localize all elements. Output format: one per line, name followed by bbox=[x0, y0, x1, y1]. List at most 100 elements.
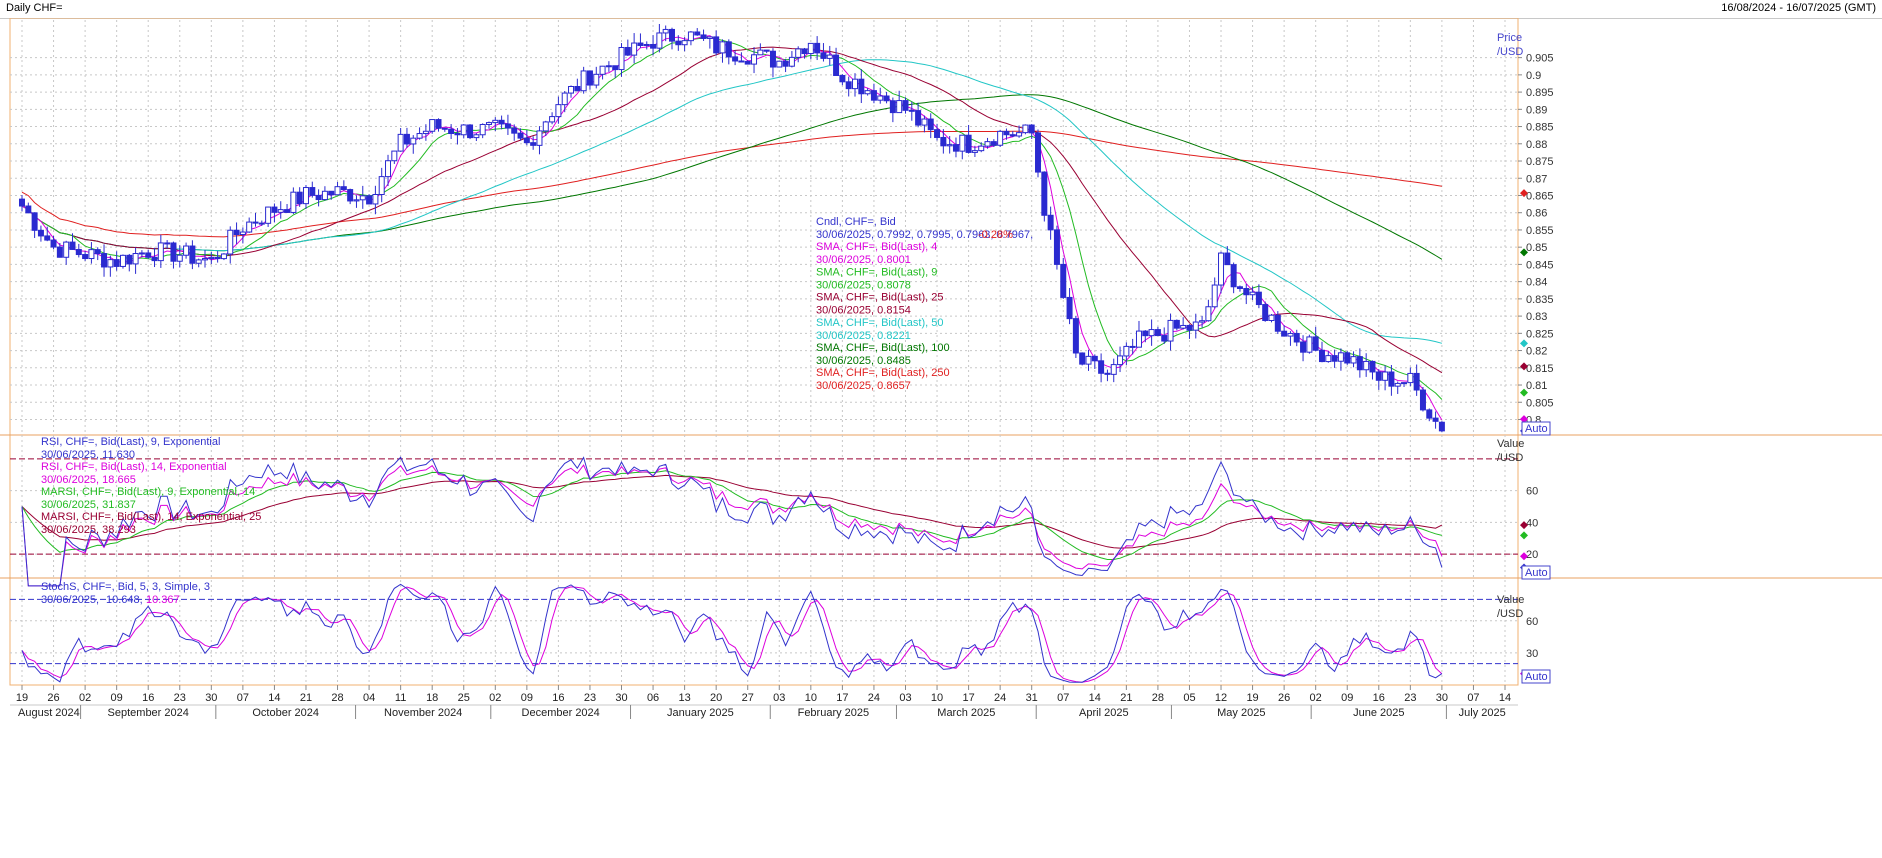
candle-body bbox=[549, 116, 556, 123]
marsi-14-line bbox=[21, 474, 1443, 549]
chart-canvas[interactable]: 0.80.8050.810.8150.820.8250.830.8350.840… bbox=[0, 18, 1882, 858]
candle-body bbox=[700, 34, 707, 39]
price-tick-label: 0.85 bbox=[1526, 242, 1547, 254]
candle-body bbox=[1205, 306, 1212, 322]
candle-body bbox=[769, 50, 776, 68]
candle-body bbox=[1066, 296, 1073, 320]
rsi-14-line bbox=[21, 464, 1443, 587]
candle-body bbox=[37, 229, 44, 237]
sma-250-line bbox=[21, 130, 1442, 238]
candle-body bbox=[1401, 382, 1408, 385]
candle-body bbox=[946, 144, 953, 147]
price-tick-label: 0.885 bbox=[1526, 122, 1554, 134]
candle-body bbox=[208, 256, 215, 260]
candle-body bbox=[984, 141, 991, 147]
candle-body bbox=[347, 189, 354, 202]
candle-body bbox=[1356, 356, 1363, 371]
candle-body bbox=[568, 86, 575, 94]
rsi-tick-label: 40 bbox=[1526, 517, 1538, 529]
candle-body bbox=[315, 194, 322, 201]
candle-body bbox=[902, 100, 909, 111]
price-tick-label: 0.845 bbox=[1526, 259, 1554, 271]
price-legend-label: SMA, CHF=, Bid(Last), 25 bbox=[816, 292, 943, 304]
candle-body bbox=[1230, 264, 1237, 288]
candle-body bbox=[593, 73, 600, 86]
candle-body bbox=[1350, 356, 1357, 364]
x-tick-label: 26 bbox=[1278, 692, 1290, 704]
candle-body bbox=[612, 65, 619, 71]
candle-body bbox=[814, 42, 821, 54]
date-range: 16/08/2024 - 16/07/2025 (GMT) bbox=[1721, 2, 1876, 14]
candle-body bbox=[1022, 124, 1029, 134]
candle-body bbox=[1154, 329, 1161, 337]
price-tick-label: 0.855 bbox=[1526, 225, 1554, 237]
x-tick-label: 21 bbox=[300, 692, 312, 704]
candle-body bbox=[454, 133, 461, 136]
x-tick-label: 03 bbox=[899, 692, 911, 704]
candle-body bbox=[751, 54, 758, 65]
candle-body bbox=[309, 187, 316, 196]
rsi-auto-button[interactable] bbox=[1521, 565, 1551, 580]
candle-body bbox=[586, 70, 593, 86]
candle-body bbox=[202, 258, 209, 261]
candle-body bbox=[239, 231, 246, 236]
candle-body bbox=[959, 134, 966, 152]
marsi-9-line bbox=[21, 470, 1443, 560]
candle-body bbox=[1060, 263, 1067, 298]
price-auto-button[interactable] bbox=[1521, 421, 1551, 436]
x-tick-label: 07 bbox=[1467, 692, 1479, 704]
candle-body bbox=[1249, 291, 1256, 296]
candle-body bbox=[889, 100, 896, 114]
x-tick-label: 24 bbox=[994, 692, 1006, 704]
x-tick-label: 02 bbox=[489, 692, 501, 704]
x-tick-label: 06 bbox=[647, 692, 659, 704]
x-tick-label: 26 bbox=[47, 692, 59, 704]
candle-body bbox=[650, 43, 657, 49]
price-legend-value: 30/06/2025, 0.7992, 0.7995, 0.7963, 0.79… bbox=[816, 229, 1033, 241]
candle-body bbox=[662, 28, 669, 34]
x-tick-label: 10 bbox=[931, 692, 943, 704]
candle-body bbox=[934, 129, 941, 138]
candle-body bbox=[732, 56, 739, 62]
candle-body bbox=[877, 95, 884, 101]
x-tick-label: 04 bbox=[363, 692, 375, 704]
candle-body bbox=[1432, 417, 1439, 422]
stoch-auto-button[interactable] bbox=[1521, 669, 1551, 684]
candle-body bbox=[713, 36, 720, 54]
candle-body bbox=[397, 133, 404, 152]
candle-body bbox=[624, 46, 631, 56]
stoch-legend-d: 10.367 bbox=[146, 594, 180, 606]
stoch-unit-label: /USD bbox=[1497, 608, 1523, 620]
candle-body bbox=[328, 190, 335, 196]
rsi-unit-label: /USD bbox=[1497, 452, 1523, 464]
candle-body bbox=[1091, 355, 1098, 362]
candle-body bbox=[1325, 355, 1332, 363]
candle-body bbox=[1312, 336, 1319, 351]
candle-body bbox=[921, 118, 928, 126]
candle-body bbox=[1009, 134, 1016, 137]
candle-body bbox=[1072, 318, 1079, 354]
candle-body bbox=[296, 191, 303, 205]
candle-body bbox=[353, 199, 360, 202]
candle-body bbox=[107, 259, 114, 268]
stoch-auto-button-label: Auto bbox=[1525, 671, 1548, 683]
candle-body bbox=[643, 43, 650, 46]
candle-body bbox=[195, 259, 202, 264]
stoch-legend-k: 10.648, bbox=[106, 594, 143, 606]
candle-body bbox=[599, 65, 606, 75]
x-tick-label: 21 bbox=[1120, 692, 1132, 704]
x-tick-label: 23 bbox=[174, 692, 186, 704]
candle-body bbox=[870, 90, 877, 101]
candle-body bbox=[858, 78, 865, 95]
candle-body bbox=[675, 40, 682, 46]
candle-body bbox=[1344, 352, 1351, 364]
stoch-k-line bbox=[21, 583, 1443, 683]
candle-body bbox=[1110, 364, 1117, 375]
rsi-legend-value: 30/06/2025, 38.293 bbox=[41, 524, 136, 536]
candle-body bbox=[485, 122, 492, 125]
x-tick-label: 16 bbox=[552, 692, 564, 704]
candle-body bbox=[1211, 284, 1218, 308]
stoch-legend-label: StochS, CHF=, Bid, 5, 3, Simple, 3 bbox=[41, 581, 210, 593]
month-label: July 2025 bbox=[1459, 707, 1506, 719]
candle-body bbox=[44, 235, 51, 241]
